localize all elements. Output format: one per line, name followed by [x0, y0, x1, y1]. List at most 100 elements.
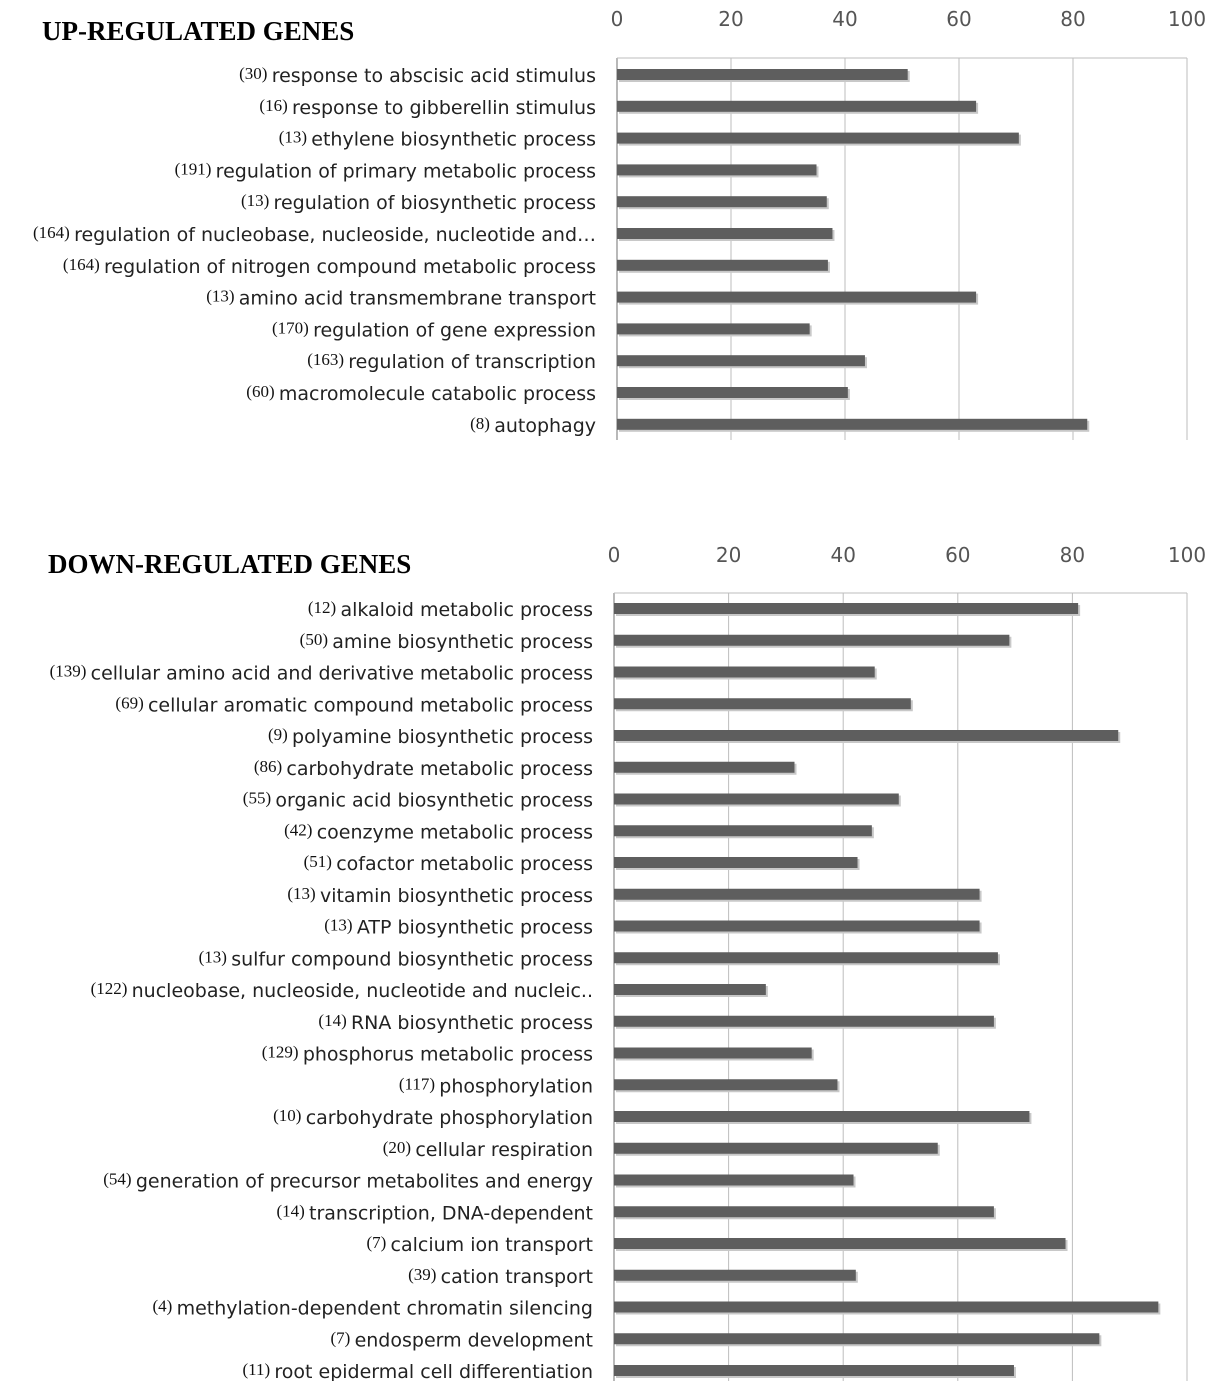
category-label: (164) regulation of nitrogen compound me…	[63, 255, 596, 278]
bar	[614, 730, 1119, 741]
gene-count: (163)	[307, 350, 348, 369]
gene-count: (4)	[153, 1297, 177, 1316]
gene-count: (30)	[239, 64, 272, 83]
bar	[617, 132, 1019, 144]
go-term: cellular aromatic compound metabolic pro…	[148, 694, 593, 716]
category-label: (191) regulation of primary metabolic pr…	[175, 159, 596, 182]
gene-count: (20)	[383, 1138, 416, 1157]
bar	[617, 228, 833, 239]
gene-count: (13)	[324, 916, 357, 935]
gene-count: (129)	[262, 1043, 303, 1062]
category-label: (42) coenzyme metabolic process	[284, 820, 593, 843]
gene-count: (117)	[399, 1074, 439, 1093]
go-term: cellular respiration	[415, 1139, 593, 1161]
category-label: (13) ethylene biosynthetic process	[279, 128, 596, 151]
bar	[614, 1333, 1100, 1345]
go-term: coenzyme metabolic process	[317, 821, 593, 843]
bar	[614, 1047, 812, 1059]
x-tick-label: 0	[608, 543, 621, 567]
go-term: polyamine biosynthetic process	[292, 726, 593, 748]
x-tick-label: 100	[1168, 543, 1206, 567]
bar	[614, 1174, 854, 1186]
category-label: (117) phosphorylation	[399, 1074, 593, 1097]
category-label: (55) organic acid biosynthetic process	[243, 789, 593, 812]
go-term: vitamin biosynthetic process	[320, 885, 593, 907]
gene-count: (13)	[241, 191, 274, 210]
go-term: calcium ion transport	[391, 1234, 593, 1256]
category-label: (86) carbohydrate metabolic process	[254, 757, 593, 780]
gene-count: (54)	[103, 1170, 136, 1189]
gene-count: (7)	[366, 1233, 390, 1252]
go-term: phosphorylation	[439, 1075, 593, 1097]
bar	[614, 1079, 838, 1091]
x-tick-label: 20	[718, 7, 743, 31]
chart-title: DOWN-REGULATED GENES	[48, 549, 411, 579]
bar	[614, 1365, 1014, 1376]
gene-count: (13)	[206, 287, 239, 306]
go-term: cellular amino acid and derivative metab…	[91, 663, 593, 685]
gene-count: (16)	[259, 96, 292, 115]
gene-count: (7)	[330, 1328, 354, 1347]
category-label: (8) autophagy	[470, 414, 596, 437]
go-term: regulation of transcription	[348, 351, 596, 373]
go-term: response to abscisic acid stimulus	[272, 65, 596, 87]
category-label: (122) nucleobase, nucleoside, nucleotide…	[91, 979, 593, 1002]
category-label: (170) regulation of gene expression	[272, 318, 596, 341]
go-term: methylation-dependent chromatin silencin…	[177, 1298, 593, 1320]
category-label: (129) phosphorus metabolic process	[262, 1043, 593, 1066]
bar	[617, 355, 865, 367]
bar	[617, 291, 977, 303]
gene-count: (11)	[242, 1360, 274, 1379]
bar	[614, 793, 899, 805]
category-label: (16) response to gibberellin stimulus	[259, 96, 596, 119]
go-term: regulation of nucleobase, nucleoside, nu…	[74, 224, 596, 246]
go-term: regulation of biosynthetic process	[274, 192, 596, 214]
go-term: amine biosynthetic process	[332, 631, 593, 653]
gene-count: (10)	[273, 1106, 306, 1125]
x-tick-label: 60	[945, 543, 970, 567]
bar	[614, 761, 795, 773]
gene-count: (9)	[268, 725, 292, 744]
go-term: nucleobase, nucleoside, nucleotide and n…	[132, 980, 593, 1002]
go-term: root epidermal cell differentiation	[274, 1361, 593, 1381]
gene-count: (13)	[279, 128, 312, 147]
x-tick-label: 80	[1060, 7, 1085, 31]
x-tick-label: 20	[716, 543, 741, 567]
category-label: (54) generation of precursor metabolites…	[103, 1170, 593, 1193]
bar	[614, 1269, 856, 1281]
category-label: (60) macromolecule catabolic process	[246, 382, 596, 405]
go-term: regulation of nitrogen compound metaboli…	[104, 256, 596, 278]
gene-count: (8)	[470, 414, 494, 433]
bar	[614, 888, 980, 900]
category-label: (9) polyamine biosynthetic process	[268, 725, 593, 748]
gene-count: (50)	[300, 630, 333, 649]
category-label: (164) regulation of nucleobase, nucleosi…	[33, 223, 596, 246]
category-label: (39) cation transport	[408, 1265, 593, 1288]
gene-count: (60)	[246, 382, 279, 401]
go-term: sulfur compound biosynthetic process	[231, 948, 593, 970]
go-term: generation of precursor metabolites and …	[136, 1171, 593, 1193]
go-term: carbohydrate metabolic process	[286, 758, 593, 780]
go-term: macromolecule catabolic process	[279, 383, 596, 405]
go-term: carbohydrate phosphorylation	[306, 1107, 593, 1129]
x-tick-label: 80	[1060, 543, 1085, 567]
gene-count: (139)	[50, 662, 91, 681]
category-label: (51) cofactor metabolic process	[304, 852, 593, 875]
category-label: (30) response to abscisic acid stimulus	[239, 64, 596, 87]
gene-count: (39)	[408, 1265, 441, 1284]
gene-count: (13)	[287, 884, 320, 903]
go-term: regulation of gene expression	[313, 319, 596, 341]
bar	[614, 666, 875, 678]
category-label: (13) regulation of biosynthetic process	[241, 191, 596, 214]
category-label: (4) methylation-dependent chromatin sile…	[153, 1297, 594, 1320]
category-label: (13) vitamin biosynthetic process	[287, 884, 593, 907]
gene-count: (86)	[254, 757, 287, 776]
x-tick-label: 40	[832, 7, 857, 31]
go-term: endosperm development	[355, 1329, 593, 1351]
go-term: ethylene biosynthetic process	[311, 129, 596, 151]
go-term: alkaloid metabolic process	[340, 599, 593, 621]
bar	[617, 100, 977, 112]
x-tick-label: 40	[830, 543, 855, 567]
x-tick-label: 60	[946, 7, 971, 31]
